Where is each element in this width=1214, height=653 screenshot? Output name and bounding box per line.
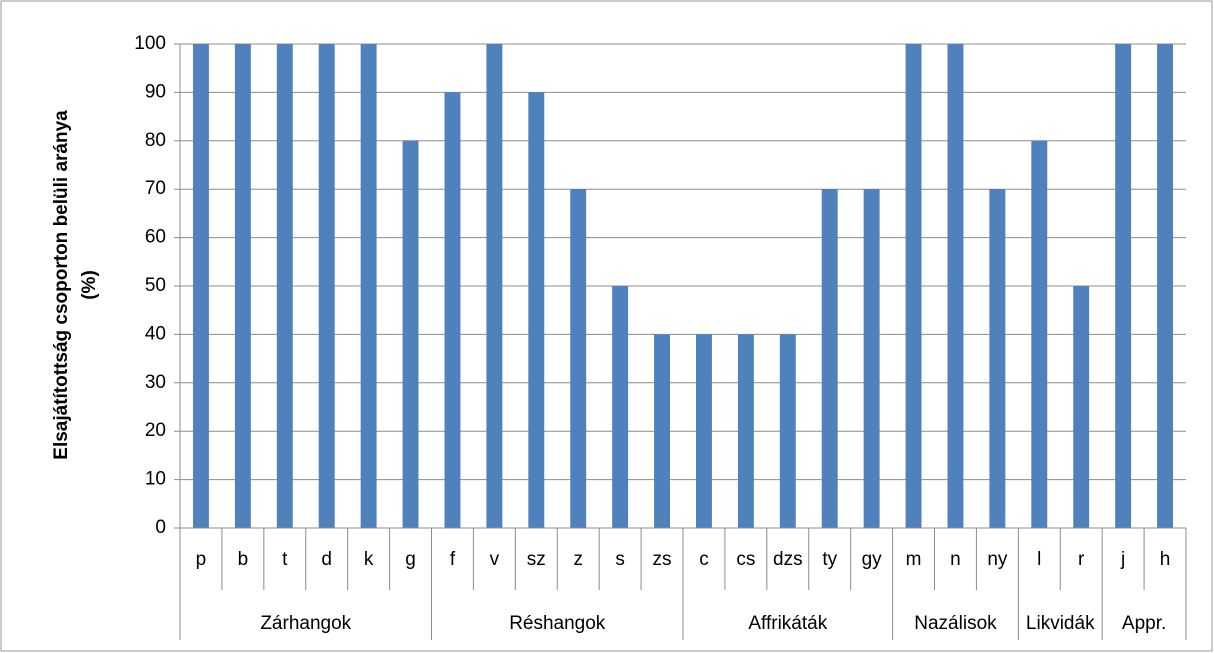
bar: [695, 334, 712, 528]
bar: [1031, 140, 1048, 529]
group-label: Appr.: [1122, 613, 1166, 634]
bar: [444, 92, 461, 529]
x-tick-label: d: [321, 549, 332, 570]
x-tick-label: g: [405, 549, 416, 570]
y-axis-label-line: (%): [79, 270, 100, 300]
group-label: Likvidák: [1026, 613, 1095, 634]
bar: [654, 334, 671, 528]
group-label: Nazálisok: [914, 613, 997, 634]
bar: [905, 44, 922, 528]
bar: [947, 44, 964, 528]
x-tick-label: gy: [862, 549, 883, 570]
x-tick-label: t: [282, 549, 288, 570]
group-label: Affrikáták: [748, 613, 827, 634]
bar: [402, 140, 419, 529]
y-tick-label: 0: [155, 517, 166, 538]
x-tick-label: ty: [822, 549, 837, 570]
x-tick-label: k: [364, 549, 374, 570]
y-tick-label: 10: [145, 469, 166, 490]
y-tick-label: 40: [145, 323, 166, 344]
x-tick-label: m: [906, 549, 922, 570]
bar: [276, 44, 293, 528]
x-tick-label: v: [490, 549, 500, 570]
x-tick-label: l: [1037, 549, 1041, 570]
x-tick-label: b: [238, 549, 249, 570]
y-tick-label: 20: [145, 420, 166, 441]
x-tick-label: c: [699, 549, 709, 570]
y-tick-label: 70: [145, 178, 166, 199]
bar: [528, 92, 545, 529]
x-tick-label: cs: [736, 549, 755, 570]
bar: [1157, 44, 1174, 528]
x-tick-label: z: [573, 549, 583, 570]
y-tick-label: 60: [145, 227, 166, 248]
y-axis-label-line: Elsajátítottság csoporton belüli aránya: [51, 110, 72, 460]
bar: [192, 44, 209, 528]
y-tick-label: 50: [145, 275, 166, 296]
x-tick-label: p: [196, 549, 207, 570]
group-label: Zárhangok: [260, 613, 351, 634]
y-tick-label: 80: [145, 130, 166, 151]
y-tick-label: 90: [145, 81, 166, 102]
bar: [737, 334, 754, 528]
x-tick-label: dzs: [773, 549, 803, 570]
bar: [779, 334, 796, 528]
y-tick-label: 30: [145, 372, 166, 393]
bar: [863, 189, 880, 528]
bar: [360, 44, 377, 528]
bar: [612, 286, 629, 528]
x-tick-label: sz: [527, 549, 546, 570]
bar: [821, 189, 838, 528]
bar: [1115, 44, 1132, 528]
x-tick-label: f: [450, 549, 456, 570]
x-tick-label: r: [1078, 549, 1085, 570]
bar: [989, 189, 1006, 528]
bar: [318, 44, 335, 528]
y-axis-label: Elsajátítottság csoporton belüli aránya …: [51, 110, 100, 460]
bar: [486, 44, 503, 528]
x-tick-label: zs: [653, 549, 672, 570]
x-tick-label: j: [1120, 549, 1125, 570]
bar: [570, 189, 587, 528]
bar: [234, 44, 251, 528]
x-tick-label: h: [1160, 549, 1171, 570]
x-tick-label: ny: [987, 549, 1008, 570]
y-tick-label: 100: [134, 33, 166, 54]
bar: [1073, 286, 1090, 528]
group-label: Réshangok: [509, 613, 606, 634]
x-tick-label: n: [950, 549, 961, 570]
x-tick-label: s: [615, 549, 625, 570]
